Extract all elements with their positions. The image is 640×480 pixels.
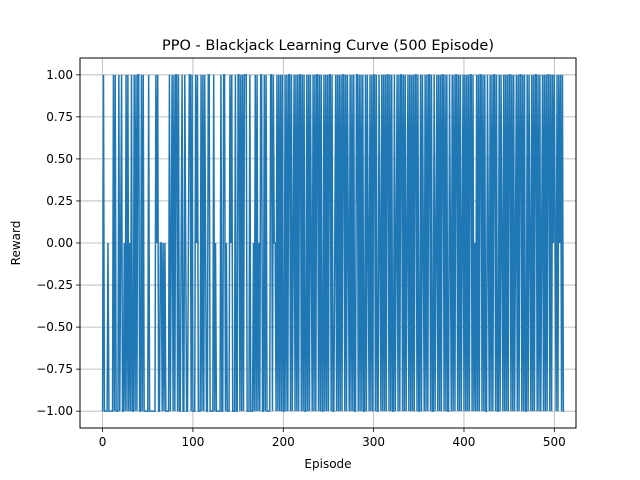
axis-ticks: 0 100 200 300 400 500 −1.00 −0.75 −0.50 −0.25 0.00… bbox=[36, 68, 566, 449]
y-tick-label: 0.25 bbox=[46, 194, 73, 208]
chart-title: PPO - Blackjack Learning Curve (500 Epis… bbox=[162, 38, 494, 54]
y-tick-label: −0.50 bbox=[36, 320, 73, 334]
y-tick-label: 0.75 bbox=[46, 110, 73, 124]
x-tick-label: 300 bbox=[362, 435, 385, 449]
x-axis-label: Episode bbox=[304, 457, 351, 471]
y-axis-label: Reward bbox=[9, 221, 23, 266]
y-tick-label: −0.25 bbox=[36, 278, 73, 292]
x-tick-label: 100 bbox=[181, 435, 204, 449]
x-tick-label: 200 bbox=[272, 435, 295, 449]
y-tick-label: −0.75 bbox=[36, 362, 73, 376]
y-tick-label: 0.50 bbox=[46, 152, 73, 166]
y-tick-label: 0.00 bbox=[46, 236, 73, 250]
x-tick-label: 500 bbox=[543, 435, 566, 449]
x-tick-label: 400 bbox=[453, 435, 476, 449]
y-tick-label: 1.00 bbox=[46, 68, 73, 82]
reward-series-line bbox=[101, 74, 565, 412]
series-layer bbox=[101, 74, 565, 412]
y-tick-label: −1.00 bbox=[36, 404, 73, 418]
x-tick-label: 0 bbox=[99, 435, 107, 449]
